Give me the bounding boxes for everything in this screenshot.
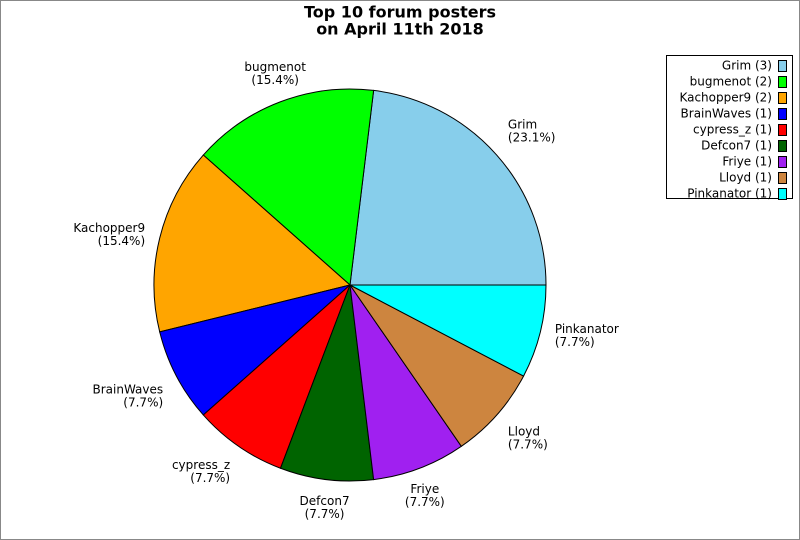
pie-slice	[349, 284, 463, 481]
pie-slice	[202, 284, 351, 469]
legend-swatch	[778, 92, 787, 104]
slice-value-label: (23.1%)	[508, 131, 555, 145]
legend-label: Defcon7 (1)	[701, 139, 772, 153]
legend-label: Friye (1)	[722, 155, 772, 169]
pie-slice	[159, 284, 351, 416]
slice-label: Kachopper9	[73, 221, 145, 235]
slice-label: Friye	[410, 482, 439, 496]
pie-slice	[349, 284, 547, 377]
slice-label: cypress_z	[172, 458, 230, 472]
chart-subtitle: on April 11th 2018	[316, 20, 484, 39]
slice-value-label: (7.7%)	[305, 507, 345, 521]
legend-swatch	[778, 124, 787, 136]
legend-swatch	[778, 188, 787, 200]
legend-label: Grim (3)	[722, 59, 772, 73]
slice-value-label: (15.4%)	[251, 73, 298, 87]
legend-swatch	[778, 140, 787, 152]
legend-label: Kachopper9 (2)	[679, 91, 772, 105]
slice-label: BrainWaves	[93, 383, 164, 397]
pie-slice	[279, 284, 375, 482]
legend-swatch	[778, 76, 787, 88]
pie-slice	[349, 284, 525, 448]
slice-value-label: (7.7%)	[508, 437, 548, 451]
slice-value-label: (7.7%)	[555, 335, 595, 349]
slice-label: Defcon7	[300, 494, 350, 508]
legend-label: Lloyd (1)	[719, 171, 772, 185]
slice-label: Lloyd	[508, 424, 540, 438]
slice-value-label: (7.7%)	[190, 471, 230, 485]
legend-label: BrainWaves (1)	[681, 107, 772, 121]
pie-slice	[202, 88, 375, 287]
slice-value-label: (7.7%)	[405, 495, 445, 509]
slice-label: Grim	[508, 118, 537, 132]
pie-slice	[153, 154, 352, 333]
slice-label: Pinkanator	[555, 322, 619, 336]
legend-swatch	[778, 60, 787, 72]
legend-swatch	[778, 156, 787, 168]
slice-label: bugmenot	[244, 60, 306, 74]
legend-swatch	[778, 172, 787, 184]
chart-title: Top 10 forum posters	[304, 3, 496, 22]
slice-value-label: (7.7%)	[123, 396, 163, 410]
legend-label: Pinkanator (1)	[687, 187, 772, 201]
legend-label: bugmenot (2)	[690, 75, 772, 89]
legend-label: cypress_z (1)	[693, 123, 772, 137]
legend-box	[666, 55, 793, 199]
legend-swatch	[778, 108, 787, 120]
slice-value-label: (15.4%)	[98, 234, 145, 248]
pie-slice	[349, 89, 547, 286]
